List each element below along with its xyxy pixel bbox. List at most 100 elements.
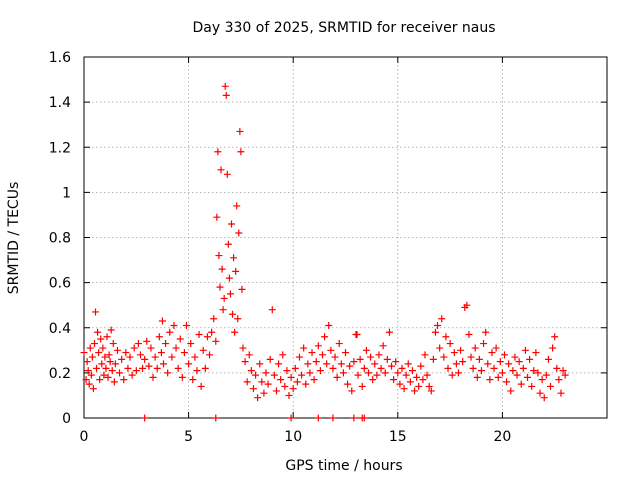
data-point [262, 369, 270, 377]
data-point [90, 340, 98, 348]
data-point [93, 364, 101, 372]
data-point [106, 358, 114, 366]
data-point [80, 349, 88, 357]
data-point [454, 369, 462, 377]
data-point [226, 290, 234, 298]
data-point [212, 337, 220, 345]
data-point [110, 378, 118, 386]
data-point [170, 321, 178, 329]
data-point [411, 387, 419, 395]
data-point [159, 360, 167, 368]
data-point [540, 394, 548, 402]
data-point [120, 376, 128, 384]
data-point [385, 328, 393, 336]
data-point [536, 389, 544, 397]
data-point [360, 414, 368, 422]
data-point [141, 414, 149, 422]
data-point [216, 283, 224, 291]
data-point [229, 310, 237, 318]
data-point [379, 342, 387, 350]
data-point [95, 349, 103, 357]
data-point [342, 349, 349, 357]
y-axis-label: SRMTID / TECUs [6, 182, 22, 295]
data-point [390, 376, 398, 384]
data-point [335, 340, 343, 348]
data-point [258, 378, 266, 386]
data-point [484, 360, 492, 368]
data-point [291, 364, 299, 372]
data-point [486, 376, 494, 384]
data-point [277, 376, 285, 384]
chart-title: Day 330 of 2025, SRMTID for receiver nau… [192, 20, 495, 36]
data-point [394, 369, 402, 377]
data-point [329, 414, 337, 422]
data-point [402, 371, 410, 379]
data-point [360, 364, 368, 372]
data-point [329, 364, 337, 372]
data-point [102, 364, 110, 372]
data-point [270, 371, 278, 379]
data-point [231, 328, 239, 336]
data-point [547, 382, 555, 390]
data-point [308, 349, 316, 357]
data-point [406, 378, 414, 386]
data-point [235, 229, 243, 237]
data-point [488, 349, 496, 357]
data-point [213, 213, 221, 221]
data-point [164, 369, 172, 377]
data-point [98, 360, 106, 368]
data-point [316, 367, 324, 375]
data-point [285, 391, 293, 399]
data-point [448, 371, 456, 379]
data-point [323, 360, 331, 368]
data-point [559, 367, 567, 375]
data-point [104, 373, 112, 381]
data-point [101, 353, 109, 361]
data-point [83, 358, 91, 366]
data-point [312, 358, 320, 366]
data-point [283, 367, 291, 375]
data-point [122, 349, 130, 357]
data-point [287, 414, 295, 422]
data-point [268, 306, 276, 314]
data-point [459, 358, 467, 366]
data-point [553, 364, 561, 372]
x-tick-label: 10 [284, 429, 302, 445]
data-point [444, 364, 452, 372]
data-point [158, 317, 166, 325]
y-tick-label: 1.2 [49, 140, 71, 156]
data-point [498, 369, 506, 377]
data-point [440, 353, 448, 361]
y-tick-label: 0.6 [49, 276, 71, 292]
data-point [279, 351, 287, 359]
data-point [183, 321, 191, 329]
data-point [87, 371, 95, 379]
data-point [346, 362, 354, 370]
data-point [272, 387, 280, 395]
data-point [256, 360, 264, 368]
data-point [201, 364, 209, 372]
data-point [168, 353, 176, 361]
data-point [471, 344, 479, 352]
data-point [517, 380, 525, 388]
data-point [108, 367, 116, 375]
data-point [331, 353, 339, 361]
data-point [88, 353, 96, 361]
data-point [96, 376, 104, 384]
data-point [85, 380, 93, 388]
data-point [210, 315, 218, 323]
data-point [130, 344, 138, 352]
data-point [532, 349, 540, 357]
data-point [417, 362, 425, 370]
data-point [293, 378, 301, 386]
data-point [241, 358, 249, 366]
data-point [304, 360, 312, 368]
data-point [555, 376, 563, 384]
data-point [124, 364, 132, 372]
data-point [415, 382, 423, 390]
data-point [89, 385, 97, 393]
data-point [218, 265, 226, 273]
data-point [145, 362, 153, 370]
data-point [490, 364, 498, 372]
data-point [398, 364, 406, 372]
